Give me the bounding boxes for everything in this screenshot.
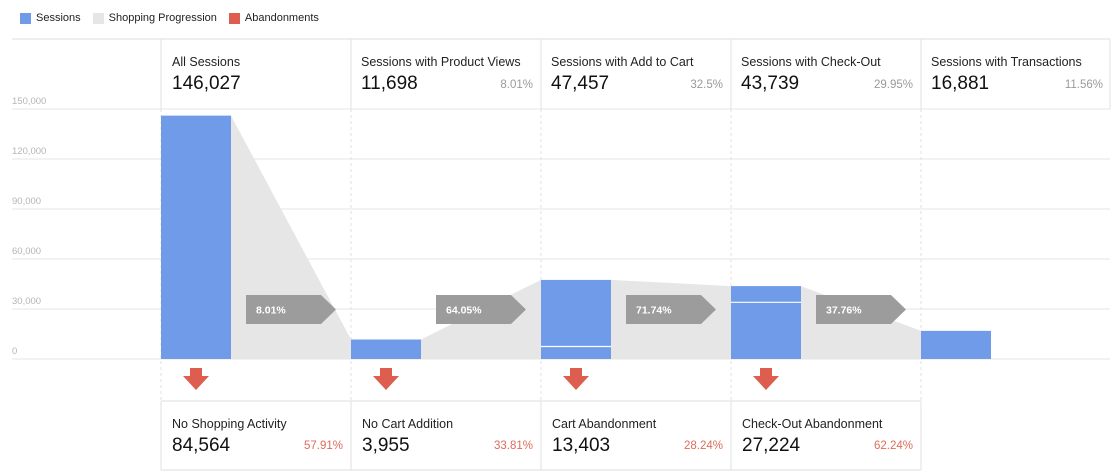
legend-swatch-sessions	[20, 12, 31, 24]
progression-arrow	[436, 295, 526, 324]
step-value-add-to-cart: 47,457	[551, 73, 610, 94]
abandon-value-no-cart-addition: 3,955	[362, 435, 410, 456]
step-title-product-views: Sessions with Product Views	[361, 55, 521, 69]
bar-1	[161, 115, 231, 359]
chart-legend: Sessions Shopping Progression Abandonmen…	[20, 11, 331, 25]
bar-2	[351, 339, 421, 359]
step-value-all-sessions: 146,027	[172, 73, 241, 94]
abandon-value-cart-abandonment: 13,403	[552, 435, 611, 456]
abandonment-arrow-icon	[563, 368, 589, 390]
progression-arrow	[816, 295, 906, 324]
abandon-title-cart-abandonment: Cart Abandonment	[552, 417, 657, 431]
abandon-pct-check-out-abandonment: 62.24%	[873, 440, 913, 452]
step-title-all-sessions: All Sessions	[172, 55, 241, 69]
step-pct-check-out: 29.95%	[873, 79, 913, 91]
progression-label: 64.05%	[446, 305, 482, 317]
legend-swatch-shopping-progression	[92, 12, 104, 24]
legend-item-sessions[interactable]: Sessions	[20, 12, 81, 24]
step-value-check-out: 43,739	[741, 73, 800, 94]
bar-4	[731, 286, 801, 359]
y-tick-label: 120,000	[12, 146, 46, 157]
abandon-pct-no-shopping-activity: 57.91%	[303, 440, 343, 452]
legend-label-sessions: Sessions	[36, 12, 81, 24]
y-tick-label: 90,000	[12, 196, 41, 207]
progression-arrow	[626, 295, 716, 324]
bar-5	[921, 330, 991, 359]
step-value-product-views: 11,698	[361, 73, 418, 94]
progression-arrow	[246, 295, 336, 324]
abandon-value-check-out-abandonment: 27,224	[742, 435, 801, 456]
legend-label-abandonments: Abandonments	[244, 12, 319, 24]
step-pct-transactions: 11.56%	[1064, 79, 1103, 91]
progression-label: 37.76%	[826, 305, 862, 317]
bar-3	[541, 279, 611, 359]
legend-item-abandonments[interactable]: Abandonments	[228, 12, 319, 24]
abandon-title-check-out-abandonment: Check-Out Abandonment	[742, 417, 883, 431]
abandonment-arrow-icon	[753, 368, 779, 390]
legend-swatch-abandonments	[228, 12, 240, 24]
abandon-value-no-shopping-activity: 84,564	[172, 435, 231, 456]
step-title-add-to-cart: Sessions with Add to Cart	[551, 55, 694, 69]
step-pct-add-to-cart: 32.5%	[690, 79, 723, 91]
y-tick-label: 60,000	[12, 246, 41, 257]
step-title-transactions: Sessions with Transactions	[931, 55, 1082, 69]
step-pct-product-views: 8.01%	[500, 79, 533, 91]
y-tick-label: 0	[12, 346, 17, 357]
abandon-pct-cart-abandonment: 28.24%	[683, 440, 723, 452]
abandon-title-no-shopping-activity: No Shopping Activity	[172, 417, 287, 431]
abandon-title-no-cart-addition: No Cart Addition	[362, 417, 454, 431]
y-tick-label: 150,000	[12, 96, 46, 107]
step-value-transactions: 16,881	[931, 73, 990, 94]
legend-label-shopping-progression: Shopping Progression	[108, 12, 217, 24]
abandonment-arrow-icon	[183, 368, 209, 390]
progression-label: 71.74%	[636, 305, 672, 317]
progression-label: 8.01%	[256, 305, 286, 317]
y-tick-label: 30,000	[12, 296, 41, 307]
step-title-check-out: Sessions with Check-Out	[741, 55, 881, 69]
abandonment-arrow-icon	[373, 368, 399, 390]
abandon-pct-no-cart-addition: 33.81%	[493, 440, 533, 452]
legend-item-shopping-progression[interactable]: Shopping Progression	[92, 12, 217, 24]
